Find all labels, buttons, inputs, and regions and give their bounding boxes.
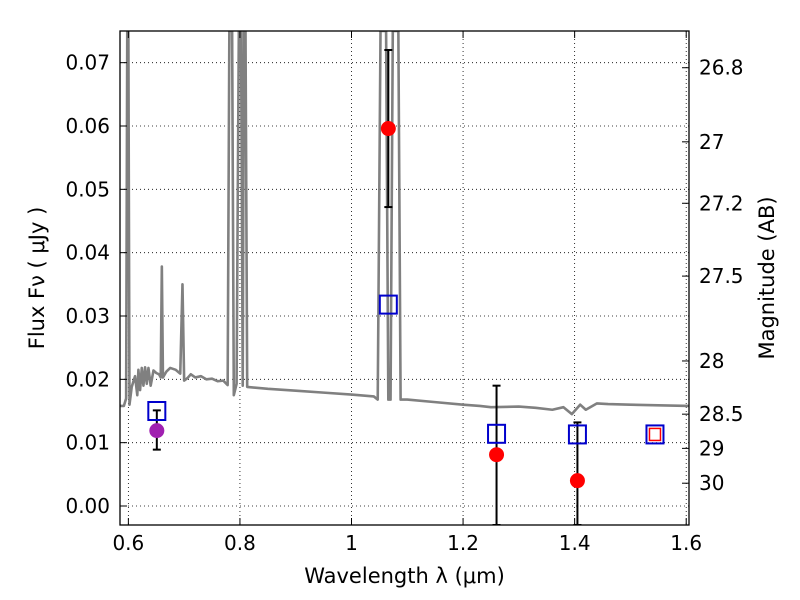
grid-lines <box>120 31 689 525</box>
model-point-square <box>567 424 587 445</box>
y-tick-label: 0.04 <box>65 241 110 265</box>
y2-axis-label: Magnitude (AB) <box>755 196 779 359</box>
axis-ticks: 0.6 0.8 1 1.2 1.4 1.6 0.00 0.01 0.02 0.03 0.04 0.05… <box>65 31 744 555</box>
model-point-square-small <box>648 427 662 442</box>
y2-tick-label: 27.2 <box>699 191 744 215</box>
y2-tick-label: 28.5 <box>699 402 744 426</box>
x-tick-label: 1 <box>345 531 358 555</box>
y-tick-label: 0.01 <box>65 431 110 455</box>
x-axis-label: Wavelength λ (μm) <box>304 564 505 588</box>
y2-tick-label: 28 <box>699 349 724 373</box>
model-point-square <box>645 424 665 445</box>
y2-tick-label: 30 <box>699 471 724 495</box>
x-tick-label: 1.4 <box>559 531 591 555</box>
model-point-square <box>378 294 398 315</box>
y-tick-label: 0.06 <box>65 114 110 138</box>
data-point-circle <box>149 423 165 439</box>
x-tick-label: 1.6 <box>670 531 702 555</box>
model-point-square <box>147 401 167 421</box>
y-tick-label: 0.00 <box>65 494 110 518</box>
y2-tick-label: 29 <box>699 436 724 460</box>
y-tick-label: 0.07 <box>65 51 110 75</box>
y2-tick-label: 27 <box>699 130 724 154</box>
x-tick-label: 1.2 <box>447 531 479 555</box>
x-tick-label: 0.8 <box>224 531 256 555</box>
spectrum-line <box>120 31 689 416</box>
y-tick-label: 0.03 <box>65 304 110 328</box>
plot-frame <box>119 30 690 526</box>
model-point-square <box>487 423 507 444</box>
data-point-circle <box>380 121 396 137</box>
y-tick-label: 0.05 <box>65 177 110 201</box>
y2-tick-label: 27.5 <box>699 264 744 288</box>
y2-tick-label: 26.8 <box>699 56 744 80</box>
plot-area <box>120 31 689 525</box>
x-tick-label: 0.6 <box>112 531 144 555</box>
data-point-circle <box>489 447 505 463</box>
y-tick-label: 0.02 <box>65 367 110 391</box>
y-axis-label: Flux Fν ( μJy ) <box>25 207 49 350</box>
data-point-circle <box>569 473 585 489</box>
